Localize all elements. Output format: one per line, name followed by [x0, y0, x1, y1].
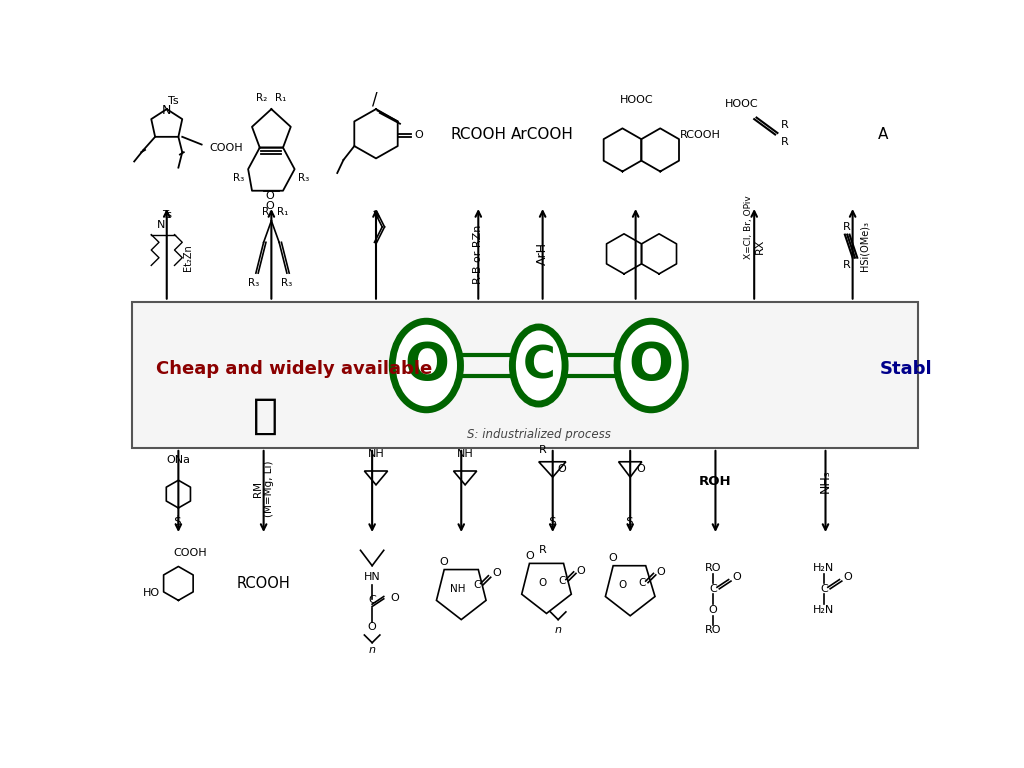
Text: O: O [558, 465, 566, 475]
Text: O: O [493, 568, 501, 578]
Text: RO: RO [705, 624, 721, 634]
Text: R₃: R₃ [233, 174, 245, 184]
Text: RX: RX [755, 239, 765, 254]
Text: N: N [157, 220, 166, 230]
Text: R: R [539, 445, 547, 455]
Text: ArH: ArH [537, 243, 549, 266]
Text: R₁: R₁ [278, 207, 289, 217]
Text: /: / [372, 91, 377, 109]
Text: HO: HO [142, 588, 160, 598]
Text: RCOOH: RCOOH [237, 576, 291, 591]
Text: R₃: R₃ [298, 174, 309, 184]
Text: R: R [781, 137, 790, 147]
Text: O: O [609, 553, 617, 563]
Text: COOH: COOH [209, 143, 243, 153]
Text: H₂N: H₂N [813, 563, 835, 573]
Text: HSi(OMe)₃: HSi(OMe)₃ [859, 221, 869, 271]
Ellipse shape [392, 321, 461, 410]
Text: X=Cl, Br, OPiv: X=Cl, Br, OPiv [743, 195, 753, 259]
Text: NH₃: NH₃ [819, 469, 831, 493]
Text: R: R [539, 545, 547, 555]
Text: HN: HN [364, 572, 381, 582]
Text: NH: NH [457, 449, 473, 459]
Bar [132, 302, 918, 448]
Text: O: O [415, 131, 424, 141]
Text: Ts: Ts [162, 210, 172, 220]
Text: Cheap and widely available: Cheap and widely available [157, 360, 433, 379]
Text: A: A [879, 127, 889, 142]
Text: C: C [710, 584, 717, 594]
Text: O: O [709, 604, 718, 614]
Text: R₂: R₂ [256, 94, 267, 104]
Text: O: O [637, 465, 645, 475]
Text: RM
(M=Mg, Li): RM (M=Mg, Li) [253, 461, 274, 517]
Text: ONa: ONa [166, 455, 190, 465]
Text: C: C [473, 580, 480, 590]
Text: COOH: COOH [173, 548, 207, 558]
Text: NH: NH [368, 449, 384, 459]
Ellipse shape [617, 321, 685, 410]
Text: C: C [558, 576, 565, 586]
Text: Ts: Ts [168, 97, 178, 107]
Ellipse shape [512, 327, 565, 404]
Text: $: $ [549, 515, 557, 528]
Text: R₂: R₂ [262, 207, 273, 217]
Text: O: O [618, 580, 627, 590]
Text: R₃: R₃ [248, 278, 259, 288]
Text: R₃: R₃ [282, 278, 293, 288]
Text: $: $ [627, 515, 634, 528]
Text: R-B or RZn: R-B or RZn [473, 224, 483, 283]
Text: Stabl: Stabl [880, 360, 933, 379]
Text: C: C [638, 578, 645, 588]
Text: O: O [732, 572, 741, 582]
Text: ArCOOH: ArCOOH [511, 127, 574, 142]
Text: n: n [369, 645, 376, 655]
Text: O: O [629, 339, 674, 392]
Text: R₁: R₁ [275, 94, 287, 104]
Text: N: N [162, 104, 171, 118]
Text: R: R [844, 260, 851, 270]
Text: RCOOH: RCOOH [680, 130, 721, 140]
Text: RCOOH: RCOOH [451, 127, 506, 142]
Text: n: n [555, 624, 561, 634]
Text: O: O [390, 593, 398, 603]
Text: HOOC: HOOC [621, 95, 654, 105]
Text: 👍: 👍 [254, 395, 279, 436]
Text: O: O [575, 566, 585, 576]
Text: R: R [781, 120, 790, 130]
Text: HOOC: HOOC [725, 99, 759, 109]
Text: O: O [368, 622, 377, 632]
Text: RO: RO [705, 563, 721, 573]
Text: O: O [403, 339, 449, 392]
Text: O: O [539, 578, 547, 588]
Text: H₂N: H₂N [813, 604, 835, 614]
Text: R: R [844, 222, 851, 232]
Text: C: C [820, 584, 827, 594]
Text: C: C [369, 595, 376, 605]
Text: NH: NH [450, 584, 465, 594]
Text: $: $ [174, 515, 182, 528]
Text: ROH: ROH [699, 475, 732, 488]
Text: O: O [656, 567, 666, 577]
Text: O: O [525, 551, 534, 561]
Text: O: O [265, 191, 274, 201]
Text: O: O [844, 572, 852, 582]
Text: C: C [522, 344, 555, 387]
Text: S: industrialized process: S: industrialized process [467, 429, 610, 442]
Text: O: O [440, 557, 449, 567]
Text: Et₂Zn: Et₂Zn [183, 244, 194, 271]
Text: O: O [265, 201, 274, 211]
